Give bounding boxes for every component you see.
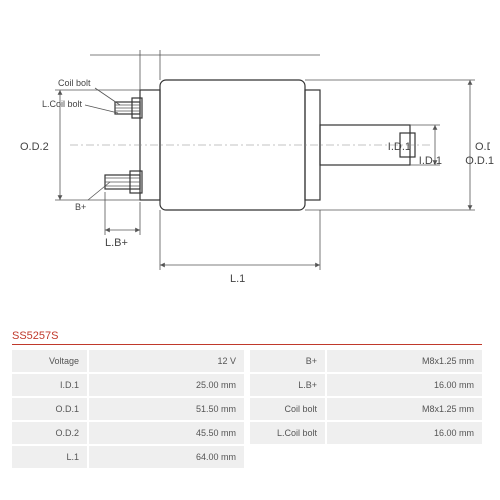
spec-value: 64.00 mm	[89, 446, 244, 468]
spec-label: B+	[250, 350, 325, 372]
part-id-text: SS5257S	[12, 330, 58, 342]
dim-id1-text: I.D.1	[419, 155, 442, 167]
callout-coil-bolt: Coil bolt	[58, 78, 91, 88]
spec-value: 16.00 mm	[327, 422, 482, 444]
spec-table: Voltage 12 V B+ M8x1.25 mm I.D.1 25.00 m…	[12, 350, 482, 470]
table-row: I.D.1 25.00 mm L.B+ 16.00 mm	[12, 374, 482, 396]
spec-label: L.1	[12, 446, 87, 468]
part-id: SS5257S	[12, 330, 482, 345]
table-row: O.D.1 51.50 mm Coil bolt M8x1.25 mm	[12, 398, 482, 420]
spec-label: L.B+	[250, 374, 325, 396]
dim-od1-text: O.D.1	[465, 155, 494, 167]
table-row: L.1 64.00 mm	[12, 446, 482, 468]
spec-value: 16.00 mm	[327, 374, 482, 396]
spec-label: Voltage	[12, 350, 87, 372]
spec-label: O.D.1	[12, 398, 87, 420]
spec-value: M8x1.25 mm	[327, 398, 482, 420]
spec-value: 51.50 mm	[89, 398, 244, 420]
spec-value: M8x1.25 mm	[327, 350, 482, 372]
spec-value: 45.50 mm	[89, 422, 244, 444]
spec-label: I.D.1	[12, 374, 87, 396]
spec-label: O.D.2	[12, 422, 87, 444]
dim-id1: I.D.1	[388, 141, 411, 153]
callout-b-plus: B+	[75, 202, 86, 212]
spec-value: 25.00 mm	[89, 374, 244, 396]
spec-label: L.Coil bolt	[250, 422, 325, 444]
table-row: Voltage 12 V B+ M8x1.25 mm	[12, 350, 482, 372]
dim-od2: O.D.2	[20, 141, 49, 153]
dim-lbplus: L.B+	[105, 237, 128, 249]
spec-label: Coil bolt	[250, 398, 325, 420]
dim-od1: O.D.1	[475, 141, 490, 153]
table-row: O.D.2 45.50 mm L.Coil bolt 16.00 mm	[12, 422, 482, 444]
callout-l-coil-bolt: L.Coil bolt	[42, 99, 83, 109]
dim-l1: L.1	[230, 273, 245, 285]
spec-value: 12 V	[89, 350, 244, 372]
